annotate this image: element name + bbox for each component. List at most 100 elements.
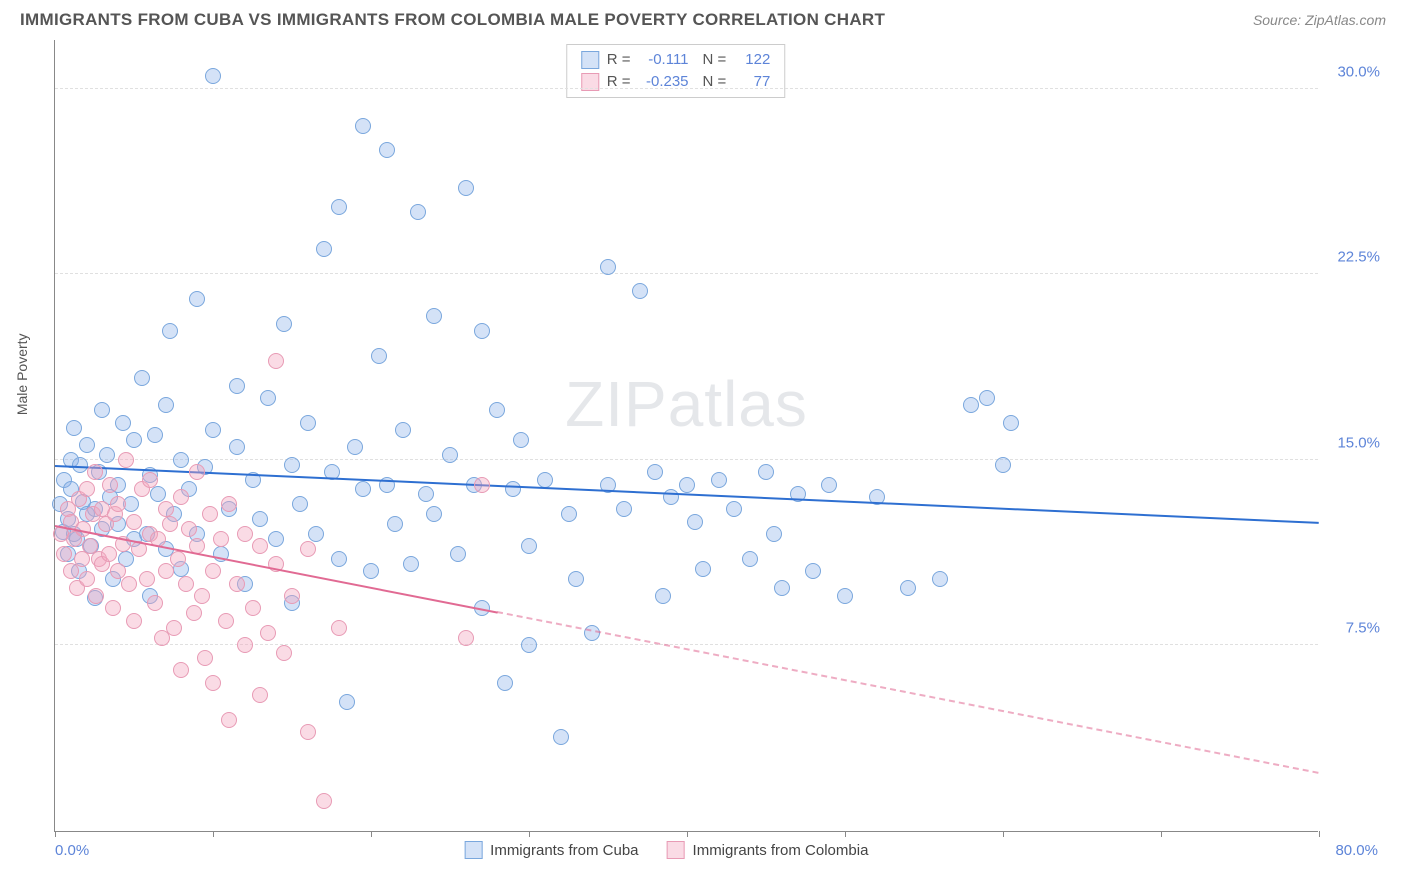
data-point bbox=[616, 501, 632, 517]
watermark: ZIPatlas bbox=[565, 367, 808, 441]
trend-line bbox=[497, 611, 1319, 774]
data-point bbox=[363, 563, 379, 579]
data-point bbox=[186, 605, 202, 621]
data-point bbox=[87, 464, 103, 480]
data-point bbox=[371, 348, 387, 364]
data-point bbox=[115, 415, 131, 431]
data-point bbox=[331, 199, 347, 215]
data-point bbox=[497, 675, 513, 691]
data-point bbox=[126, 432, 142, 448]
series-legend: Immigrants from Cuba Immigrants from Colo… bbox=[464, 841, 868, 859]
data-point bbox=[655, 588, 671, 604]
data-point bbox=[197, 650, 213, 666]
data-point bbox=[79, 571, 95, 587]
data-point bbox=[158, 563, 174, 579]
data-point bbox=[979, 390, 995, 406]
data-point bbox=[101, 546, 117, 562]
data-point bbox=[205, 675, 221, 691]
x-tick bbox=[845, 831, 846, 837]
data-point bbox=[173, 452, 189, 468]
data-point bbox=[173, 662, 189, 678]
data-point bbox=[774, 580, 790, 596]
data-point bbox=[292, 496, 308, 512]
gridline bbox=[55, 273, 1318, 274]
data-point bbox=[821, 477, 837, 493]
data-point bbox=[105, 600, 121, 616]
data-point bbox=[584, 625, 600, 641]
x-tick bbox=[55, 831, 56, 837]
data-point bbox=[110, 496, 126, 512]
data-point bbox=[300, 724, 316, 740]
data-point bbox=[88, 588, 104, 604]
data-point bbox=[158, 501, 174, 517]
data-point bbox=[252, 538, 268, 554]
data-point bbox=[347, 439, 363, 455]
source-label: Source: ZipAtlas.com bbox=[1253, 12, 1386, 28]
data-point bbox=[474, 323, 490, 339]
data-point bbox=[450, 546, 466, 562]
data-point bbox=[213, 531, 229, 547]
data-point bbox=[79, 481, 95, 497]
data-point bbox=[553, 729, 569, 745]
data-point bbox=[426, 308, 442, 324]
data-point bbox=[134, 370, 150, 386]
data-point bbox=[758, 464, 774, 480]
data-point bbox=[995, 457, 1011, 473]
data-point bbox=[118, 452, 134, 468]
series-legend-item: Immigrants from Colombia bbox=[667, 841, 869, 859]
data-point bbox=[932, 571, 948, 587]
data-point bbox=[229, 378, 245, 394]
n-label: N = bbox=[703, 71, 727, 93]
series-legend-item: Immigrants from Cuba bbox=[464, 841, 638, 859]
stats-legend-row: R =-0.111N =122 bbox=[581, 49, 771, 71]
data-point bbox=[900, 580, 916, 596]
data-point bbox=[284, 588, 300, 604]
x-tick bbox=[687, 831, 688, 837]
data-point bbox=[331, 551, 347, 567]
data-point bbox=[181, 521, 197, 537]
data-point bbox=[218, 613, 234, 629]
data-point bbox=[158, 397, 174, 413]
x-tick bbox=[213, 831, 214, 837]
data-point bbox=[121, 576, 137, 592]
data-point bbox=[221, 712, 237, 728]
data-point bbox=[837, 588, 853, 604]
data-point bbox=[521, 538, 537, 554]
data-point bbox=[94, 402, 110, 418]
data-point bbox=[139, 571, 155, 587]
r-label: R = bbox=[607, 49, 631, 71]
data-point bbox=[331, 620, 347, 636]
r-value: -0.111 bbox=[639, 49, 689, 71]
data-point bbox=[355, 481, 371, 497]
data-point bbox=[178, 576, 194, 592]
r-value: -0.235 bbox=[639, 71, 689, 93]
data-point bbox=[252, 511, 268, 527]
data-point bbox=[426, 506, 442, 522]
data-point bbox=[66, 420, 82, 436]
gridline bbox=[55, 88, 1318, 89]
data-point bbox=[458, 630, 474, 646]
data-point bbox=[300, 541, 316, 557]
data-point bbox=[102, 477, 118, 493]
legend-swatch bbox=[581, 51, 599, 69]
data-point bbox=[647, 464, 663, 480]
n-value: 122 bbox=[734, 49, 770, 71]
data-point bbox=[162, 323, 178, 339]
plot-area: ZIPatlas R =-0.111N =122R =-0.235N =77 I… bbox=[54, 40, 1318, 832]
data-point bbox=[766, 526, 782, 542]
y-tick-label: 22.5% bbox=[1324, 249, 1380, 266]
r-label: R = bbox=[607, 71, 631, 93]
data-point bbox=[537, 472, 553, 488]
data-point bbox=[742, 551, 758, 567]
data-point bbox=[458, 180, 474, 196]
data-point bbox=[663, 489, 679, 505]
data-point bbox=[600, 259, 616, 275]
data-point bbox=[63, 563, 79, 579]
data-point bbox=[142, 472, 158, 488]
data-point bbox=[79, 437, 95, 453]
data-point bbox=[189, 291, 205, 307]
data-point bbox=[695, 561, 711, 577]
data-point bbox=[632, 283, 648, 299]
x-tick bbox=[1003, 831, 1004, 837]
data-point bbox=[679, 477, 695, 493]
